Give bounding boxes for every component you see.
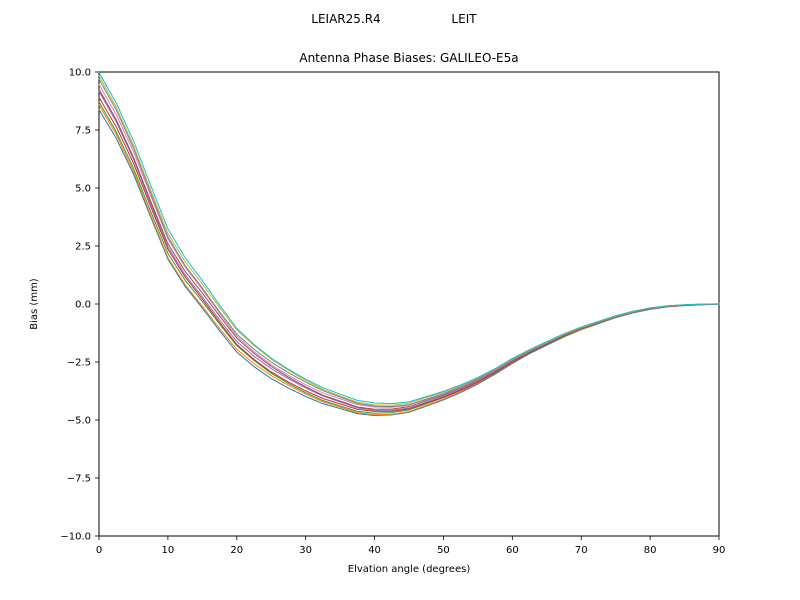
x-tick-label: 0: [96, 545, 102, 556]
series-line-curve-01: [98, 109, 720, 416]
y-tick-label: 10.0: [69, 68, 91, 79]
y-tick-label: 2.5: [75, 242, 91, 253]
series-line-curve-06: [98, 88, 720, 410]
y-tick-label: −5.0: [67, 416, 91, 427]
series-lines: [98, 71, 720, 416]
plot-area-frame: [98, 71, 720, 537]
y-tick-label: 0.0: [75, 300, 91, 311]
series-line-curve-03: [98, 101, 720, 414]
series-line-curve-08: [98, 78, 720, 408]
x-tick-label: 80: [644, 545, 657, 556]
x-tick-label: 40: [368, 545, 381, 556]
x-axis-label: Elvation angle (degrees): [348, 564, 471, 575]
y-tick-label: 5.0: [75, 184, 91, 195]
y-tick-label: −7.5: [67, 474, 91, 485]
y-tick-label: −10.0: [60, 532, 91, 543]
x-tick-label: 70: [575, 545, 588, 556]
x-tick-label: 60: [506, 545, 519, 556]
y-tick-label: −2.5: [67, 358, 91, 369]
series-line-curve-09: [98, 75, 720, 406]
x-tick-label: 50: [437, 545, 450, 556]
chart-title: Antenna Phase Biases: GALILEO-E5a: [299, 51, 518, 65]
suptitle-code: LEIT: [451, 12, 477, 26]
y-axis-label: Bias (mm): [29, 278, 40, 330]
x-tick-label: 10: [162, 545, 175, 556]
x-tick-label: 30: [299, 545, 312, 556]
series-line-curve-07: [98, 84, 720, 408]
x-tick-label: 20: [230, 545, 243, 556]
suptitle-station: LEIAR25.R4: [311, 12, 380, 26]
series-line-curve-02: [98, 104, 720, 416]
y-tick-label: 7.5: [75, 126, 91, 137]
series-line-curve-04: [98, 97, 720, 412]
series-line-curve-05: [98, 90, 720, 411]
x-tick-label: 90: [713, 545, 726, 556]
series-line-curve-10: [98, 71, 720, 405]
axis-ticks: 0 10 20 30 40 50 60 70 80 90 −10.0 −7.5 −5.0 −2.5 0.0 2…: [60, 68, 725, 557]
